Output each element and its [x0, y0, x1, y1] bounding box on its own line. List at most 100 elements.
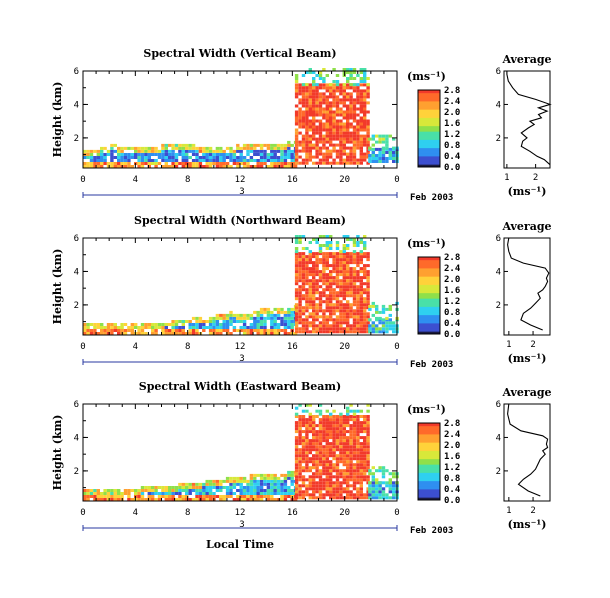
heatmap-cell	[294, 448, 299, 452]
heatmap-cell	[312, 122, 316, 126]
heatmap-cell	[280, 323, 284, 326]
heatmap-cell	[318, 101, 323, 105]
heatmap-cell	[388, 154, 392, 157]
heatmap-cell	[318, 496, 323, 500]
x-tick-label: 8	[185, 175, 190, 185]
heatmap-cell	[325, 158, 329, 162]
heatmap-cell	[117, 326, 121, 329]
heatmap-cell	[301, 421, 306, 425]
heatmap-cell	[342, 98, 346, 102]
heatmap-cell	[342, 430, 346, 434]
heatmap-cell	[322, 445, 326, 449]
heatmap-cell	[318, 71, 323, 74]
heatmap-cell	[335, 309, 340, 313]
heatmap-cell	[246, 498, 250, 501]
heatmap-cell	[208, 329, 213, 332]
heatmap-cell	[222, 498, 226, 501]
heatmap-cell	[144, 498, 148, 501]
heatmap-cell	[185, 492, 189, 495]
heatmap-cell	[276, 482, 281, 486]
heatmap-cell	[322, 255, 326, 259]
heatmap-cell	[335, 128, 340, 132]
heatmap-cell	[293, 165, 298, 168]
heatmap-cell	[349, 152, 353, 156]
heatmap-cell	[346, 68, 350, 71]
heatmap-cell	[185, 495, 189, 498]
heatmap-cell	[318, 83, 323, 87]
colorbar-segment	[418, 486, 440, 490]
heatmap-cell	[359, 451, 363, 455]
heatmap-cell	[215, 156, 220, 159]
heatmap-cell	[322, 86, 326, 90]
heatmap-cell	[339, 270, 343, 274]
heatmap-cell	[178, 498, 182, 501]
heatmap-cell	[89, 329, 94, 332]
heatmap-cell	[256, 479, 260, 483]
heatmap-cell	[346, 481, 350, 485]
heatmap-cell	[322, 107, 326, 111]
heatmap-cell	[294, 490, 299, 494]
heatmap-cell	[325, 273, 329, 277]
heatmap-cell	[329, 312, 333, 316]
heatmap-cell	[120, 156, 124, 159]
heatmap-cell	[342, 291, 346, 295]
heatmap-cell	[332, 104, 336, 108]
heatmap-cell	[315, 152, 319, 156]
heatmap-cell	[349, 104, 353, 108]
heatmap-cell	[312, 324, 316, 328]
heatmap-cell	[266, 316, 271, 320]
heatmap-cell	[120, 153, 124, 156]
heatmap-cell	[368, 496, 372, 500]
heatmap-cell	[151, 492, 155, 495]
heatmap-cell	[342, 285, 346, 289]
heatmap-cell	[366, 481, 370, 485]
heatmap-cell	[298, 463, 302, 467]
heatmap-cell	[229, 313, 233, 317]
heatmap-cell	[195, 489, 199, 492]
heatmap-cell	[318, 258, 323, 262]
heatmap-cell	[315, 303, 319, 307]
heatmap-cell	[349, 276, 353, 280]
heatmap-cell	[312, 131, 316, 135]
heatmap-cell	[322, 448, 326, 452]
heatmap-cell	[315, 442, 319, 446]
heatmap-cell	[318, 244, 323, 247]
heatmap-cell	[253, 498, 257, 501]
heatmap-cell	[185, 159, 189, 162]
heatmap-cell	[339, 306, 343, 310]
heatmap-cell	[312, 309, 316, 313]
heatmap-cell	[318, 472, 323, 476]
heatmap-cell	[117, 146, 121, 150]
heatmap-cell	[335, 98, 340, 102]
heatmap-cell	[298, 252, 302, 256]
heatmap-cell	[280, 489, 284, 492]
heatmap-cell	[342, 261, 346, 265]
heatmap-cell	[266, 307, 271, 311]
heatmap-cell	[202, 486, 206, 489]
heatmap-cell	[346, 155, 350, 159]
heatmap-cell	[332, 113, 336, 117]
heatmap-cell	[290, 307, 294, 311]
heatmap-cell	[298, 451, 302, 455]
heatmap-cell	[280, 153, 284, 156]
heatmap-cell	[356, 436, 360, 440]
heatmap-cell	[329, 448, 333, 452]
heatmap-cell	[208, 316, 213, 320]
heatmap-cell	[246, 165, 250, 168]
heatmap-cell	[352, 309, 357, 313]
heatmap-cell	[322, 273, 326, 277]
heatmap-cell	[371, 304, 375, 308]
heatmap-cell	[375, 160, 379, 163]
heatmap-cell	[315, 125, 319, 129]
heatmap-cell	[232, 486, 237, 489]
heatmap-cell	[322, 264, 326, 268]
heatmap-cell	[225, 165, 230, 168]
colorbar-segment	[418, 136, 440, 140]
heatmap-cell	[339, 107, 343, 111]
heatmap-cell	[188, 489, 192, 492]
heatmap-cell	[375, 147, 379, 151]
heatmap-cell	[325, 460, 329, 464]
heatmap-cell	[140, 332, 145, 335]
heatmap-cell	[147, 149, 151, 153]
colorbar-tick-label: 2.8	[444, 419, 460, 429]
